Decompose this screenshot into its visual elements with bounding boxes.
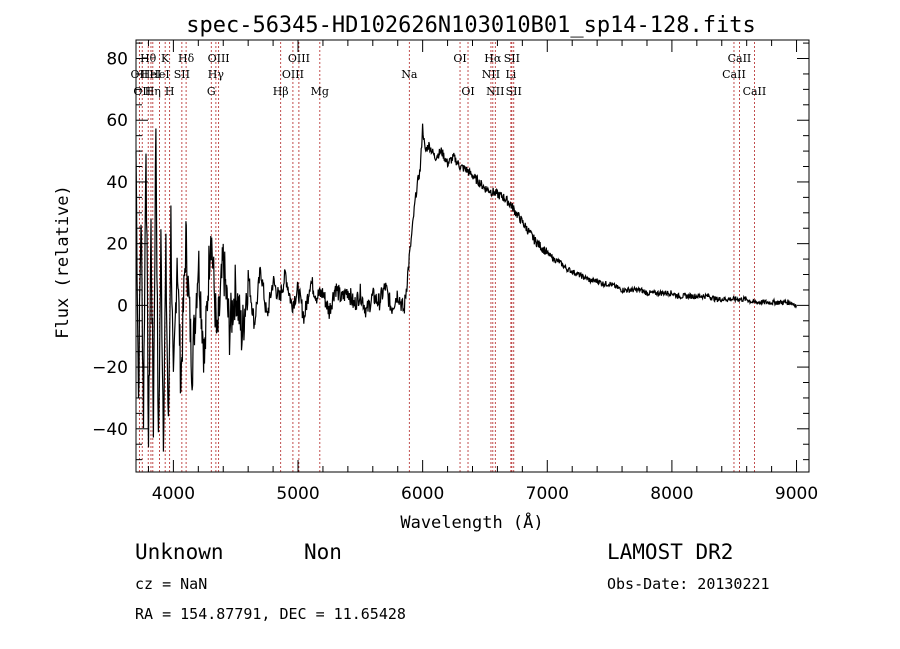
y-axis-ticks: −40 −20 0 20 40 60 80 [92,42,809,461]
x-tick-label: 8000 [650,484,693,504]
y-tick-label: 40 [106,173,128,193]
x-tick-label: 4000 [152,484,195,504]
y-tick-label: 20 [106,235,128,255]
spectral-line-label: OIII [282,68,304,81]
spectral-line-label: HeI [141,68,161,81]
y-axis-label: Flux (relative) [53,185,73,339]
spectral-line-label: Na [401,68,418,81]
spectral-line-label: HeI [149,68,169,81]
spectral-line-markers [138,42,755,472]
spectral-line-label: OI [461,85,474,98]
spectral-line-label: NII [482,68,500,81]
x-tick-label: 6000 [401,484,444,504]
spectral-line-label: SII [504,52,520,65]
spectral-line-label: SII [174,68,190,81]
y-tick-label: 80 [106,50,128,70]
spectral-line-label: Hδ [178,52,195,65]
spectral-line-label: CaII [743,85,767,98]
spectral-line-label: SII [506,85,522,98]
spectrum-series-line [135,123,798,452]
object-subclass: Non [304,540,342,564]
y-tick-label: 60 [106,111,128,131]
spectral-line-label: OIII [208,52,230,65]
x-tick-label: 9000 [775,484,818,504]
x-tick-label: 7000 [526,484,569,504]
spectral-line-label: Hη [145,85,161,98]
spectral-line-label: Hβ [273,85,289,98]
spectral-line-label: H [165,85,175,98]
y-tick-label: −40 [92,420,128,440]
spectral-line-label: K [161,52,170,65]
object-class: Unknown [135,540,224,564]
spectral-line-label: Hγ [208,68,225,81]
observation-date: Obs-Date: 20130221 [607,575,770,593]
survey-name: LAMOST DR2 [607,540,733,564]
redshift-readout: cz = NaN [135,575,207,593]
x-axis-label: Wavelength (Å) [400,511,543,533]
y-tick-label: −20 [92,358,128,378]
spectral-line-label: Li [505,68,516,81]
spectral-line-label: OIII [288,52,310,65]
plot-frame [135,39,810,473]
spectral-line-label: Mg [311,85,329,98]
spectral-line-label: OI [453,52,466,65]
x-axis-ticks: 4000 5000 6000 7000 8000 9000 [147,40,818,504]
chart-title: spec-56345-HD102626N103010B01_sp14-128.f… [186,13,756,38]
spectral-line-label: OII [133,85,151,98]
spectral-line-label: OII [131,68,149,81]
coordinates-readout: RA = 154.87791, DEC = 11.65428 [135,605,406,623]
x-tick-label: 5000 [276,484,319,504]
y-tick-label: 0 [117,296,128,316]
spectral-line-labels: OIIOIIHθHeIHηHeIKHSIIHδGHγOIIIHβOIIIOIII… [131,52,767,98]
spectral-line-label: Hθ [140,52,157,65]
spectral-line-label: G [207,85,216,98]
spectral-line-label: CaII [728,52,752,65]
spectral-line-label: Hα [484,52,502,65]
spectral-line-label: NII [486,85,504,98]
spectral-line-label: CaII [722,68,746,81]
